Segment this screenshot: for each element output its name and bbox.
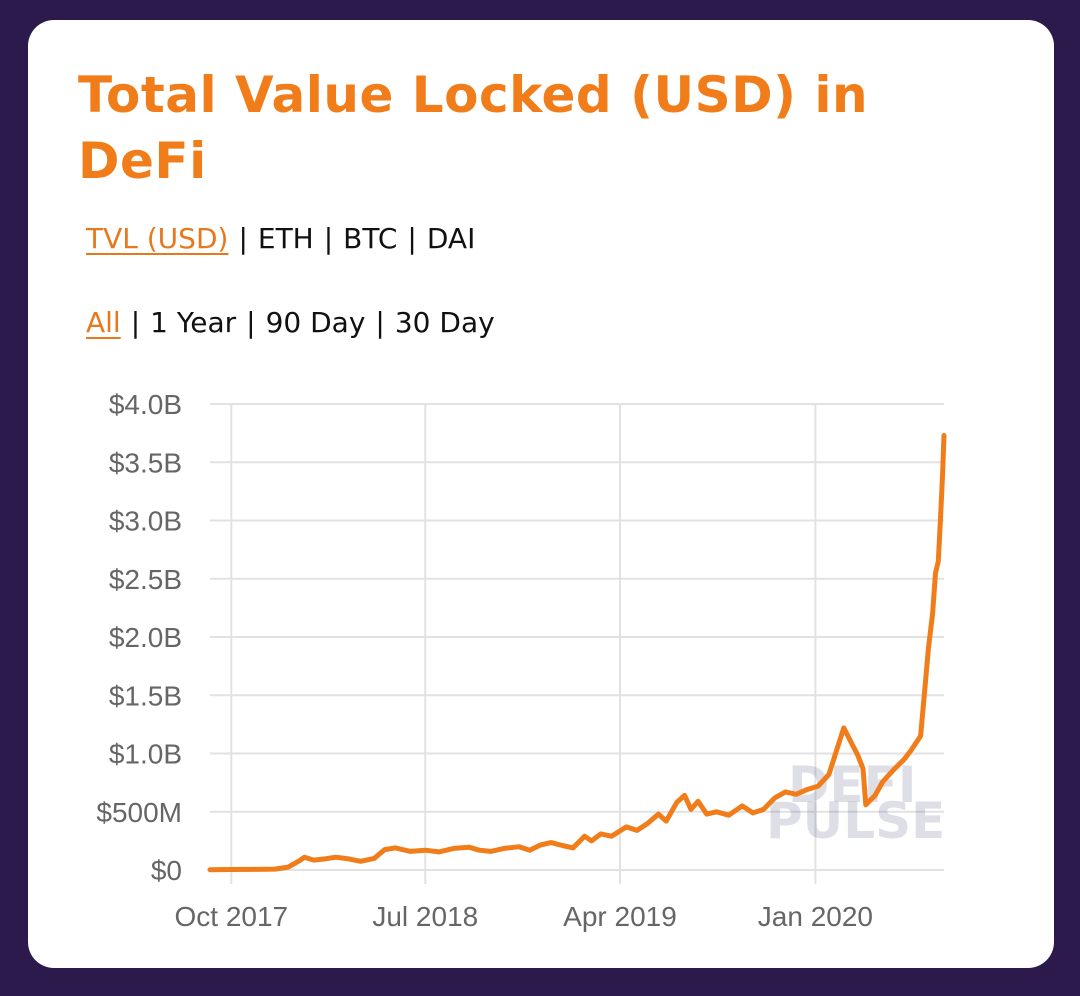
y-tick-label: $1.0B xyxy=(109,739,182,770)
separator: | xyxy=(375,306,385,339)
y-tick-label: $4.0B xyxy=(109,389,182,420)
separator: | xyxy=(238,222,248,255)
unit-option-btc[interactable]: BTC xyxy=(343,222,398,255)
range-toggle: All | 1 Year | 90 Day | 30 Day xyxy=(86,306,495,339)
unit-option-tvl-usd[interactable]: TVL (USD) xyxy=(86,222,229,255)
tvl-line-chart: DEFI PULSE $0 $500M $1.0B $1.5B $2.0B $2.5B $3… xyxy=(96,389,947,932)
y-tick-label: $500M xyxy=(96,797,182,828)
y-axis-ticks: $0 $500M $1.0B $1.5B $2.0B $2.5B $3.0B $3.5B $4.… xyxy=(96,389,182,886)
y-tick-label: $3.0B xyxy=(109,506,182,537)
y-tick-label: $2.5B xyxy=(109,564,182,595)
x-tick-label: Apr 2019 xyxy=(563,901,677,932)
range-option-90-day[interactable]: 90 Day xyxy=(265,306,366,339)
separator: | xyxy=(130,306,141,339)
unit-option-eth[interactable]: ETH xyxy=(257,222,314,255)
unit-toggle: TVL (USD) | ETH | BTC | DAI xyxy=(86,222,475,255)
series-layer xyxy=(207,433,947,873)
range-option-1-year[interactable]: 1 Year xyxy=(150,306,237,339)
range-option-30-day[interactable]: 30 Day xyxy=(394,306,495,339)
chart-card: Total Value Locked (USD) in DeFi TVL (US… xyxy=(28,20,1054,968)
watermark-line-2: PULSE xyxy=(766,792,945,850)
unit-option-dai[interactable]: DAI xyxy=(426,222,476,255)
separator: | xyxy=(246,306,256,339)
separator: | xyxy=(407,222,417,255)
range-option-all[interactable]: All xyxy=(86,306,121,339)
defi-pulse-watermark: DEFI PULSE xyxy=(766,756,945,850)
x-axis-ticks: Oct 2017 Jul 2018 Apr 2019 Jan 2020 xyxy=(174,901,873,932)
y-tick-label: $1.5B xyxy=(109,680,182,711)
tvl-series-line xyxy=(207,433,947,873)
y-tick-label: $3.5B xyxy=(109,447,182,478)
page-title: Total Value Locked (USD) in DeFi xyxy=(78,66,869,190)
chart-grid xyxy=(210,403,944,884)
y-tick-label: $2.0B xyxy=(109,622,182,653)
x-tick-label: Oct 2017 xyxy=(174,901,288,932)
y-tick-label: $0 xyxy=(151,855,182,886)
x-tick-label: Jul 2018 xyxy=(372,901,478,932)
x-tick-label: Jan 2020 xyxy=(758,901,873,932)
separator: | xyxy=(323,222,334,255)
